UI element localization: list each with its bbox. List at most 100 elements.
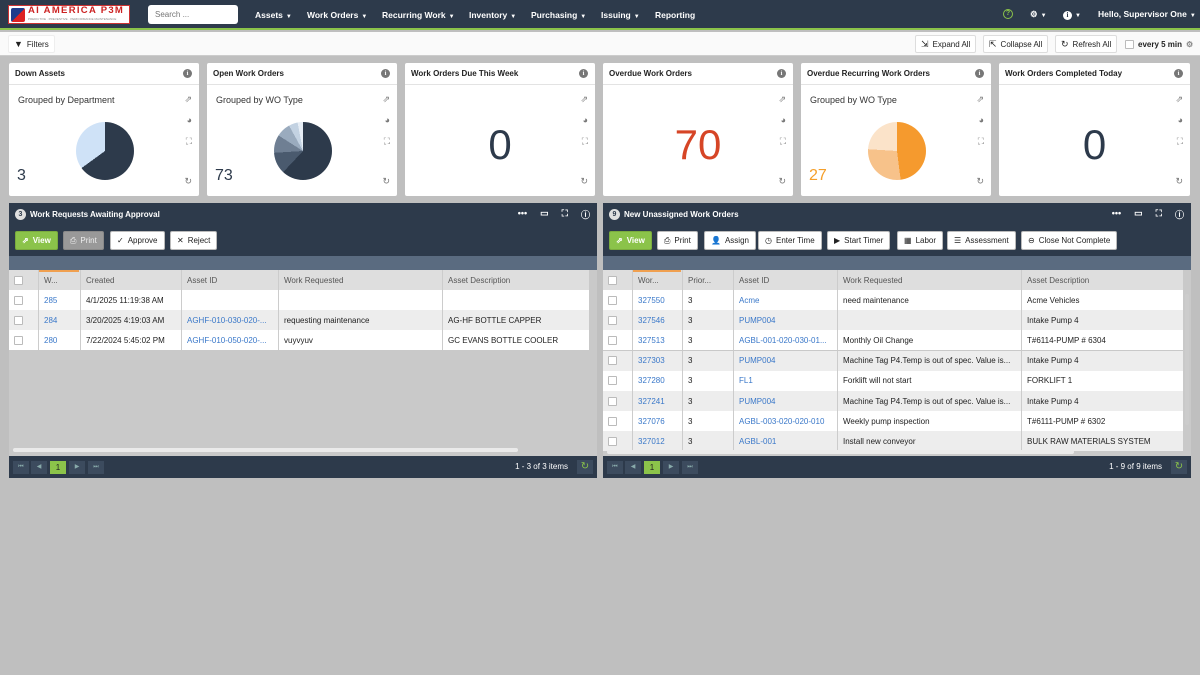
- column-header[interactable]: Asset Description: [1021, 270, 1183, 290]
- info-icon[interactable]: i: [579, 69, 588, 78]
- table-row[interactable]: 284 3/20/2025 4:19:03 AM AGHF-010-030-020-…: [9, 310, 589, 331]
- select-all-checkbox[interactable]: [14, 275, 23, 285]
- nav-work-orders[interactable]: Work Orders ▼: [307, 10, 367, 20]
- row-checkbox[interactable]: [608, 396, 617, 406]
- first-page-icon[interactable]: ⏮: [607, 461, 623, 474]
- fullscreen-icon[interactable]: ⛶: [185, 136, 192, 146]
- pie-chart-icon[interactable]: ◕: [384, 115, 390, 125]
- filters-button[interactable]: ▼ Filters: [8, 35, 55, 53]
- view-button[interactable]: ⇗ View: [15, 231, 58, 250]
- select-all-checkbox[interactable]: [608, 275, 617, 285]
- gear-icon[interactable]: ⚙: [1186, 39, 1194, 49]
- table-cell[interactable]: PUMP004: [733, 310, 837, 331]
- table-cell[interactable]: AGHF-010-050-020-...: [181, 330, 278, 351]
- print-button[interactable]: ⎙ Print: [63, 231, 104, 250]
- table-cell[interactable]: PUMP004: [733, 350, 837, 371]
- enter-time-button[interactable]: ◷ Enter Time: [758, 231, 822, 250]
- row-checkbox[interactable]: [608, 356, 617, 366]
- refresh-icon[interactable]: ↻: [580, 176, 588, 186]
- settings-menu[interactable]: ⚙ ▼: [1030, 9, 1047, 20]
- external-link-icon[interactable]: ⇗: [184, 94, 192, 104]
- auto-refresh-toggle[interactable]: every 5 min ⚙: [1120, 35, 1198, 53]
- pie-chart-icon[interactable]: ◕: [582, 115, 588, 125]
- info-icon[interactable]: ⓘ: [1174, 210, 1184, 220]
- column-header[interactable]: Asset ID: [733, 270, 837, 290]
- info-icon[interactable]: i: [1174, 69, 1183, 78]
- row-checkbox[interactable]: [608, 335, 617, 345]
- fullscreen-icon[interactable]: ⛶: [1176, 136, 1183, 146]
- user-menu[interactable]: Hello, Supervisor One ▼: [1098, 9, 1196, 19]
- table-row[interactable]: 327012 3 AGBL-001 Install new conveyor BULK …: [603, 431, 1183, 452]
- collapse-all-button[interactable]: ⇱ Collapse All: [983, 35, 1049, 53]
- last-page-icon[interactable]: ⏭: [682, 461, 698, 474]
- table-row[interactable]: 285 4/1/2025 11:19:38 AM: [9, 290, 589, 310]
- nav-reporting[interactable]: Reporting: [655, 10, 695, 20]
- info-icon[interactable]: i: [777, 69, 786, 78]
- prev-page-icon[interactable]: ◀: [625, 461, 641, 474]
- column-header[interactable]: Asset ID: [181, 270, 278, 290]
- labor-button[interactable]: ▦ Labor: [897, 231, 944, 250]
- refresh-icon[interactable]: ↻: [184, 176, 192, 186]
- table-cell[interactable]: 284: [38, 310, 80, 331]
- pie-chart[interactable]: [868, 122, 926, 180]
- close-not-complete-button[interactable]: ⊖ Close Not Complete: [1021, 231, 1118, 250]
- horizontal-scrollbar[interactable]: [607, 450, 1074, 454]
- table-cell[interactable]: 327241: [632, 391, 682, 411]
- page-number[interactable]: 1: [50, 461, 66, 474]
- table-cell[interactable]: 327076: [632, 411, 682, 432]
- refresh-icon[interactable]: ↻: [1175, 176, 1183, 186]
- table-cell[interactable]: Acme: [733, 290, 837, 310]
- row-checkbox[interactable]: [608, 295, 617, 305]
- row-checkbox[interactable]: [608, 416, 617, 426]
- window-icon[interactable]: ▭: [540, 208, 549, 218]
- assessment-button[interactable]: ☰ Assessment: [947, 231, 1016, 250]
- fullscreen-icon[interactable]: ⛶: [1155, 208, 1162, 218]
- info-icon[interactable]: i: [183, 69, 192, 78]
- table-cell[interactable]: AGHF-010-030-020-...: [181, 310, 278, 331]
- pie-chart-icon[interactable]: ◕: [978, 115, 984, 125]
- table-cell[interactable]: 327546: [632, 310, 682, 331]
- card-value[interactable]: 0: [1082, 121, 1107, 168]
- view-button[interactable]: ⇗ View: [609, 231, 652, 250]
- nav-inventory[interactable]: Inventory ▼: [469, 10, 516, 20]
- table-cell[interactable]: 327280: [632, 370, 682, 391]
- horizontal-scrollbar[interactable]: [13, 448, 518, 452]
- reject-button[interactable]: ✕ Reject: [170, 231, 218, 250]
- prev-page-icon[interactable]: ◀: [31, 461, 47, 474]
- table-cell[interactable]: 327012: [632, 431, 682, 452]
- vertical-scrollbar[interactable]: [1185, 294, 1189, 425]
- refresh-icon[interactable]: ↻: [382, 176, 390, 186]
- table-row[interactable]: 327546 3 PUMP004 Intake Pump 4: [603, 310, 1183, 331]
- table-cell[interactable]: FL1: [733, 370, 837, 391]
- pie-chart-icon[interactable]: ◕: [1177, 115, 1183, 125]
- table-cell[interactable]: 285: [38, 290, 80, 310]
- row-checkbox[interactable]: [608, 436, 617, 446]
- card-value[interactable]: 70: [674, 121, 722, 168]
- table-cell[interactable]: PUMP004: [733, 391, 837, 411]
- approve-button[interactable]: ✓ Approve: [110, 231, 165, 250]
- next-page-icon[interactable]: ▶: [663, 461, 679, 474]
- table-row[interactable]: 327076 3 AGBL-003-020-020-010 Weekly pump i…: [603, 411, 1183, 432]
- external-link-icon[interactable]: ⇗: [580, 94, 588, 104]
- refresh-icon[interactable]: ↻: [778, 176, 786, 186]
- info-icon[interactable]: ⓘ: [580, 210, 590, 220]
- auto-refresh-checkbox[interactable]: [1125, 39, 1134, 49]
- refresh-icon[interactable]: ↻: [976, 176, 984, 186]
- row-checkbox[interactable]: [14, 335, 23, 345]
- table-row[interactable]: 327303 3 PUMP004 Machine Tag P4.Temp is out…: [603, 350, 1183, 371]
- more-icon[interactable]: •••: [517, 208, 528, 218]
- column-header[interactable]: Prior...: [682, 270, 733, 290]
- pie-chart-icon[interactable]: ◕: [186, 115, 192, 125]
- fullscreen-icon[interactable]: ⛶: [779, 136, 786, 146]
- table-cell[interactable]: AGBL-001: [733, 431, 837, 452]
- table-cell[interactable]: [181, 290, 278, 310]
- table-cell[interactable]: 327550: [632, 290, 682, 310]
- refresh-icon[interactable]: ↻: [577, 460, 593, 474]
- table-cell[interactable]: 327513: [632, 330, 682, 351]
- fullscreen-icon[interactable]: ⛶: [581, 136, 588, 146]
- column-header[interactable]: Work Requested: [837, 270, 1021, 290]
- info-icon[interactable]: i: [975, 69, 984, 78]
- nav-recurring-work[interactable]: Recurring Work ▼: [382, 10, 455, 20]
- nav-issuing[interactable]: Issuing ▼: [601, 10, 640, 20]
- info-menu[interactable]: i ▼: [1063, 9, 1081, 20]
